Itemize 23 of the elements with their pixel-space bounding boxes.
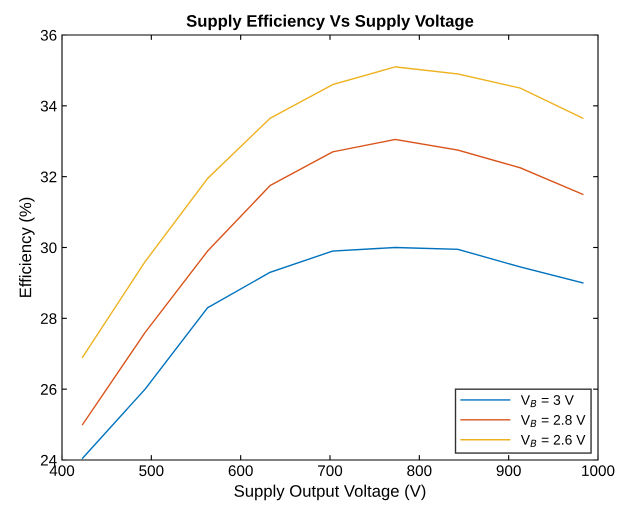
x-tick-label: 600 xyxy=(228,465,253,476)
legend-label: V$_{B}$ = 3 V xyxy=(520,395,574,408)
line-series xyxy=(82,66,584,358)
x-tick-label: 700 xyxy=(318,465,342,476)
legend-label: V$_{B}$ = 2.6 V xyxy=(520,434,586,447)
x-tick-label: 800 xyxy=(407,465,432,476)
y-tick-label: 24 xyxy=(40,454,57,466)
line-series xyxy=(82,246,584,459)
chart-title: Supply Efficiency Vs Supply Voltage xyxy=(186,14,474,30)
x-tick-label: 500 xyxy=(139,465,164,476)
y-axis-title: Efficiency (%) xyxy=(19,198,35,297)
y-tick-label: 32 xyxy=(40,172,56,182)
legend-label: V$_{B}$ = 2.8 V xyxy=(520,415,586,427)
line-series xyxy=(82,138,584,426)
y-tick-label: 30 xyxy=(40,242,57,254)
y-tick-label: 34 xyxy=(40,100,57,112)
y-tick-label: 28 xyxy=(40,313,56,324)
y-tick-label: 36 xyxy=(40,30,56,41)
x-tick-label: 400 xyxy=(50,465,74,476)
x-tick-label: 1000 xyxy=(582,465,614,476)
x-axis-title: Supply Output Voltage (V) xyxy=(234,484,426,500)
y-tick-label: 26 xyxy=(40,384,56,395)
x-tick-label: 900 xyxy=(496,465,521,476)
